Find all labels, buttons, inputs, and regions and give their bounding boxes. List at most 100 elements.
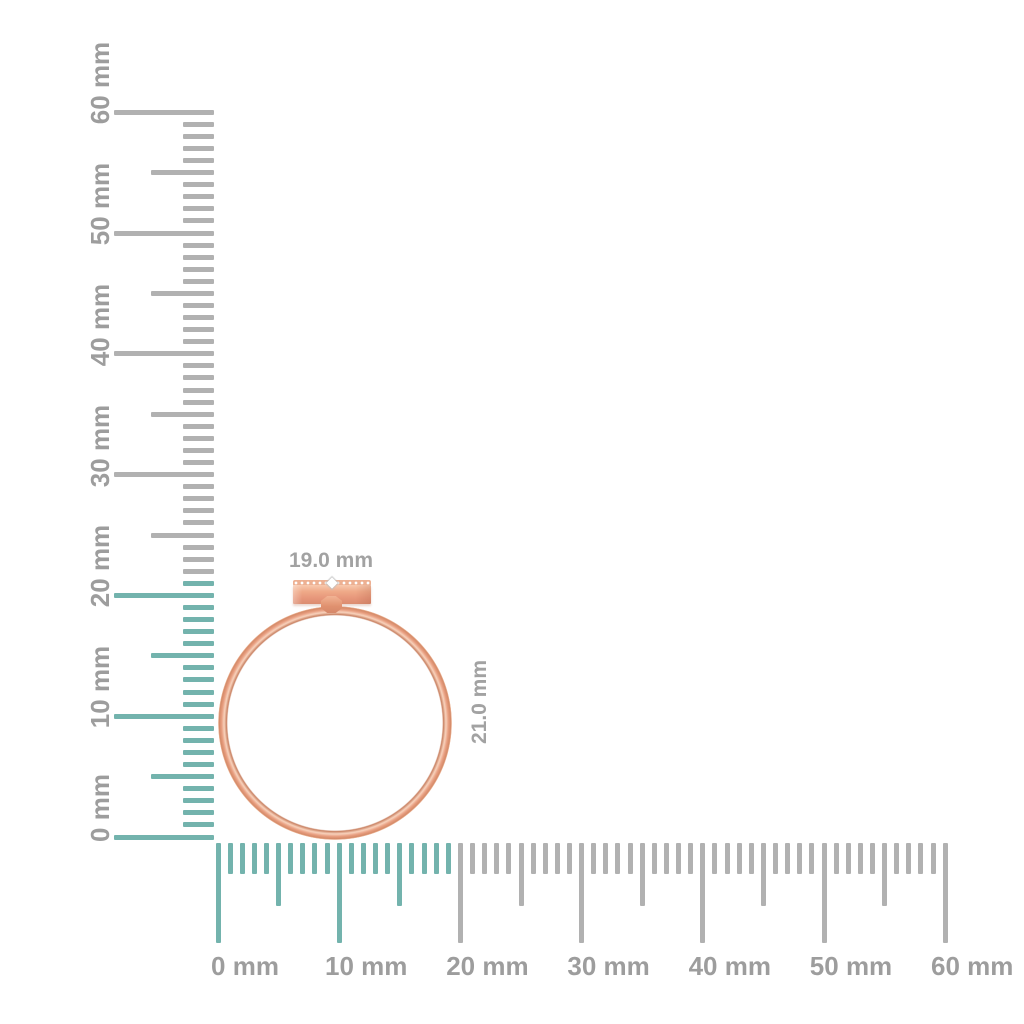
vertical-ruler-label-10mm: 10 mm: [85, 646, 115, 729]
vertical-ruler-tick-19mm: [183, 604, 214, 610]
vertical-ruler-tick-5mm: [151, 774, 214, 780]
horizontal-ruler-tick-8mm: [312, 843, 318, 874]
vertical-ruler-label-40mm: 40 mm: [85, 283, 115, 366]
horizontal-ruler-tick-3mm: [251, 843, 257, 874]
horizontal-ruler-tick-15mm: [397, 843, 403, 906]
horizontal-ruler-tick-46mm: [773, 843, 779, 874]
vertical-ruler-tick-10mm: [114, 713, 214, 719]
horizontal-ruler-tick-0mm: [215, 843, 221, 943]
ring-head-bar: [293, 585, 371, 604]
horizontal-ruler-tick-5mm: [276, 843, 282, 906]
vertical-ruler-tick-2mm: [183, 810, 214, 816]
horizontal-ruler-tick-39mm: [688, 843, 694, 874]
horizontal-ruler-tick-57mm: [906, 843, 912, 874]
vertical-ruler-tick-39mm: [183, 363, 214, 369]
vertical-ruler-tick-21mm: [183, 580, 214, 586]
horizontal-ruler-tick-41mm: [712, 843, 718, 874]
vertical-ruler-label-0mm: 0 mm: [85, 774, 115, 842]
vertical-ruler-label-30mm: 30 mm: [85, 404, 115, 487]
horizontal-ruler-tick-23mm: [494, 843, 500, 874]
vertical-ruler-tick-27mm: [183, 508, 214, 514]
ring-height-label: 21.0 mm: [468, 659, 491, 745]
vertical-ruler-label-50mm: 50 mm: [85, 162, 115, 246]
vertical-ruler-tick-33mm: [183, 435, 214, 441]
horizontal-ruler-tick-11mm: [348, 843, 354, 874]
vertical-ruler-tick-28mm: [183, 496, 214, 502]
horizontal-ruler-tick-1mm: [227, 843, 233, 874]
vertical-ruler-tick-13mm: [183, 677, 214, 683]
horizontal-ruler-label-20mm: 20 mm: [446, 951, 529, 981]
horizontal-ruler-tick-42mm: [724, 843, 730, 874]
vertical-ruler-tick-9mm: [183, 725, 214, 731]
horizontal-ruler-tick-50mm: [821, 843, 827, 943]
horizontal-ruler-tick-51mm: [833, 843, 839, 874]
horizontal-ruler-tick-17mm: [421, 843, 427, 874]
horizontal-ruler-tick-22mm: [482, 843, 488, 874]
horizontal-ruler-tick-9mm: [324, 843, 330, 874]
horizontal-ruler-tick-2mm: [239, 843, 245, 874]
vertical-ruler-tick-60mm: [114, 109, 214, 115]
horizontal-ruler-tick-60mm: [942, 843, 948, 943]
horizontal-ruler-tick-44mm: [748, 843, 754, 874]
vertical-ruler-tick-57mm: [183, 145, 214, 151]
horizontal-ruler-tick-55mm: [882, 843, 888, 906]
horizontal-ruler-tick-21mm: [470, 843, 476, 874]
vertical-ruler-tick-30mm: [114, 472, 214, 478]
vertical-ruler-tick-42mm: [183, 327, 214, 333]
horizontal-ruler-tick-26mm: [530, 843, 536, 874]
horizontal-ruler-tick-7mm: [300, 843, 306, 874]
vertical-ruler-tick-11mm: [183, 701, 214, 707]
horizontal-ruler-tick-40mm: [700, 843, 706, 943]
horizontal-ruler-label-10mm: 10 mm: [324, 951, 408, 981]
horizontal-ruler-label-50mm: 50 mm: [809, 951, 893, 981]
horizontal-ruler-tick-56mm: [894, 843, 900, 874]
horizontal-ruler-tick-27mm: [542, 843, 548, 874]
vertical-ruler-tick-12mm: [183, 689, 214, 695]
horizontal-ruler-tick-29mm: [566, 843, 572, 874]
vertical-ruler-tick-31mm: [183, 460, 214, 466]
vertical-ruler-tick-49mm: [183, 242, 214, 248]
vertical-ruler-tick-17mm: [183, 629, 214, 635]
vertical-ruler-tick-55mm: [151, 170, 214, 176]
vertical-ruler-tick-37mm: [183, 387, 214, 393]
vertical-ruler-tick-3mm: [183, 798, 214, 804]
vertical-ruler-tick-6mm: [183, 762, 214, 768]
vertical-ruler-tick-29mm: [183, 484, 214, 490]
horizontal-ruler-tick-34mm: [627, 843, 633, 874]
horizontal-ruler-tick-47mm: [785, 843, 791, 874]
horizontal-ruler-tick-36mm: [651, 843, 657, 874]
vertical-ruler-tick-38mm: [183, 375, 214, 381]
vertical-ruler-tick-15mm: [151, 653, 214, 659]
horizontal-ruler-label-30mm: 30 mm: [567, 951, 650, 981]
horizontal-ruler-tick-54mm: [869, 843, 875, 874]
vertical-ruler-tick-41mm: [183, 339, 214, 345]
vertical-ruler-tick-0mm: [114, 834, 214, 840]
vertical-ruler-tick-32mm: [183, 447, 214, 453]
vertical-ruler-tick-51mm: [183, 218, 214, 224]
horizontal-ruler-tick-52mm: [845, 843, 851, 874]
vertical-ruler-tick-52mm: [183, 206, 214, 212]
horizontal-ruler-tick-10mm: [336, 843, 342, 943]
vertical-ruler-tick-8mm: [183, 737, 214, 743]
horizontal-ruler-tick-14mm: [385, 843, 391, 874]
ring-width-label: 19.0 mm: [288, 549, 374, 572]
ring-band: [218, 606, 452, 840]
vertical-ruler-tick-44mm: [183, 302, 214, 308]
vertical-ruler-tick-36mm: [183, 399, 214, 405]
vertical-ruler-tick-14mm: [183, 665, 214, 671]
horizontal-ruler-tick-12mm: [360, 843, 366, 874]
vertical-ruler-tick-23mm: [183, 556, 214, 562]
horizontal-ruler-tick-33mm: [615, 843, 621, 874]
vertical-ruler-tick-18mm: [183, 617, 214, 623]
vertical-ruler-tick-59mm: [183, 121, 214, 127]
horizontal-ruler-tick-31mm: [591, 843, 597, 874]
vertical-ruler-tick-53mm: [183, 194, 214, 200]
vertical-ruler-tick-1mm: [183, 822, 214, 828]
vertical-ruler-tick-26mm: [183, 520, 214, 526]
ring-head-connector: [321, 596, 342, 613]
horizontal-ruler-tick-19mm: [445, 843, 451, 874]
vertical-ruler-tick-25mm: [151, 532, 214, 538]
horizontal-ruler-tick-32mm: [603, 843, 609, 874]
horizontal-ruler-label-0mm: 0 mm: [211, 951, 279, 981]
